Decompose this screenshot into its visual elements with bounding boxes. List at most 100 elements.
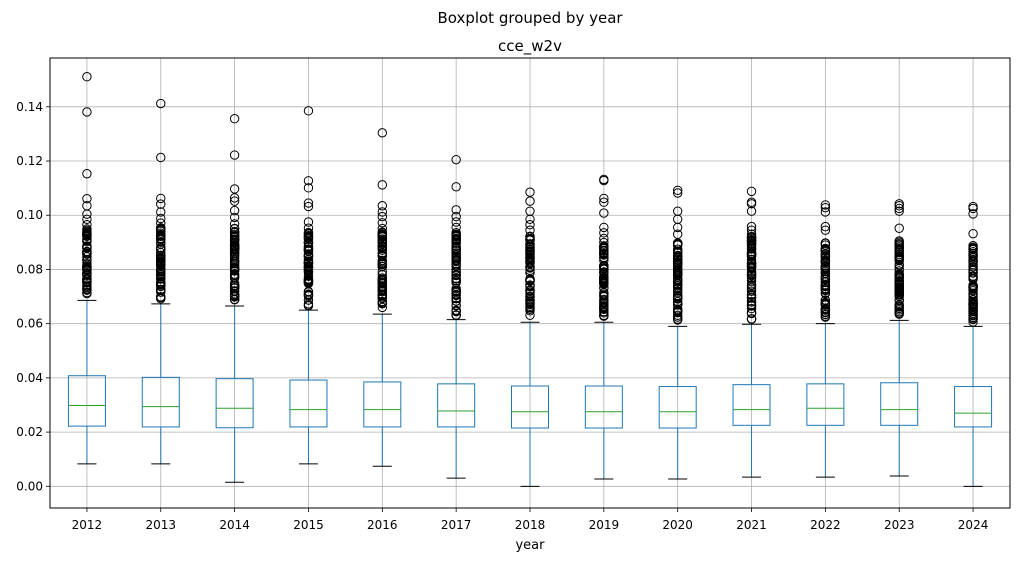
outlier-point	[451, 235, 461, 245]
outlier-point	[599, 197, 609, 207]
outlier-point	[303, 234, 314, 244]
outlier-point	[377, 180, 388, 190]
outlier-point	[229, 232, 240, 243]
outlier-point	[820, 268, 831, 279]
outlier-point	[820, 280, 831, 291]
box-2016	[363, 128, 402, 467]
outlier-point	[746, 280, 757, 290]
outlier-point	[156, 233, 166, 244]
outlier-point	[303, 223, 314, 233]
outlier-point	[82, 169, 92, 179]
outlier-point	[894, 309, 904, 319]
outlier-point	[599, 292, 609, 302]
outlier-point	[82, 220, 92, 230]
outlier-point	[525, 289, 535, 299]
outlier-point	[525, 235, 535, 245]
outlier-point	[229, 289, 240, 299]
outlier-point	[968, 308, 978, 319]
outlier-point	[303, 198, 314, 208]
outlier-point	[599, 250, 609, 260]
outlier-point	[156, 242, 166, 253]
outlier-point	[968, 256, 978, 267]
outlier-point	[525, 252, 535, 262]
outlier-point	[82, 278, 92, 288]
x-tick-label: 2015	[293, 518, 324, 532]
outlier-point	[525, 295, 535, 305]
x-axis: 2012 2013 2014 2015 2016 2017 2018 2019 2020 2021…	[72, 508, 988, 532]
box-2024	[954, 201, 993, 487]
outlier-point	[82, 284, 92, 294]
outlier-point	[968, 228, 978, 239]
outlier-point	[968, 241, 978, 251]
outlier-point	[303, 201, 314, 212]
outlier-point	[599, 296, 609, 306]
outlier-point	[672, 222, 683, 233]
outlier-point	[82, 243, 92, 253]
outlier-point	[82, 249, 92, 260]
outlier-point	[377, 218, 388, 228]
outlier-point	[229, 244, 240, 255]
outlier-point	[82, 262, 92, 273]
outlier-point	[156, 152, 166, 163]
x-axis-label: year	[515, 538, 545, 553]
outlier-cluster	[303, 227, 314, 311]
outlier-point	[229, 286, 240, 297]
outlier-point	[525, 281, 535, 292]
outlier-point	[451, 222, 461, 233]
outlier-cluster	[229, 223, 240, 305]
outlier-point	[746, 293, 757, 303]
outlier-point	[968, 299, 978, 309]
outlier-point	[672, 185, 683, 195]
outlier-point	[82, 270, 92, 281]
outlier-point	[820, 309, 831, 320]
outlier-point	[672, 262, 683, 272]
outlier-point	[820, 202, 831, 213]
outlier-point	[377, 201, 388, 211]
outlier-point	[820, 305, 831, 315]
outlier-point	[229, 294, 240, 305]
outlier-point	[229, 270, 240, 280]
outlier-point	[746, 276, 757, 286]
outlier-point	[229, 260, 240, 271]
outlier-point	[746, 229, 757, 239]
outlier-point	[451, 286, 461, 296]
outlier-point	[746, 186, 757, 197]
outlier-point	[746, 286, 757, 296]
outlier-point	[599, 276, 609, 287]
box-2020	[658, 185, 697, 480]
iqr-box	[732, 384, 771, 426]
iqr-box	[215, 378, 254, 429]
outlier-point	[525, 310, 535, 320]
outlier-point	[672, 315, 683, 325]
outlier-point	[451, 154, 461, 165]
outlier-point	[968, 292, 978, 302]
outlier-point	[968, 209, 978, 219]
outlier-point	[156, 98, 166, 109]
x-tick-label: 2013	[145, 518, 176, 532]
outlier-point	[672, 300, 683, 310]
outlier-point	[229, 254, 240, 264]
outlier-point	[599, 261, 609, 271]
outlier-cluster	[672, 238, 683, 325]
outlier-point	[746, 232, 757, 243]
outlier-cluster	[82, 224, 92, 299]
outlier-point	[229, 242, 240, 252]
outlier-point	[82, 193, 92, 204]
outlier-point	[82, 226, 92, 237]
outlier-point	[156, 228, 166, 238]
outlier-point	[894, 307, 904, 317]
outlier-point	[525, 292, 535, 302]
outlier-point	[599, 208, 609, 218]
iqr-box	[954, 386, 993, 428]
outlier-point	[599, 246, 609, 256]
outlier-point	[968, 247, 978, 257]
outlier-point	[746, 296, 757, 307]
outlier-point	[746, 238, 757, 249]
y-tick-label: 0.00	[16, 479, 43, 493]
outlier-point	[303, 262, 314, 272]
outlier-point	[820, 312, 831, 322]
outlier-point	[451, 267, 461, 277]
outlier-point	[451, 217, 461, 227]
iqr-box	[880, 382, 919, 426]
outlier-point	[599, 310, 609, 321]
